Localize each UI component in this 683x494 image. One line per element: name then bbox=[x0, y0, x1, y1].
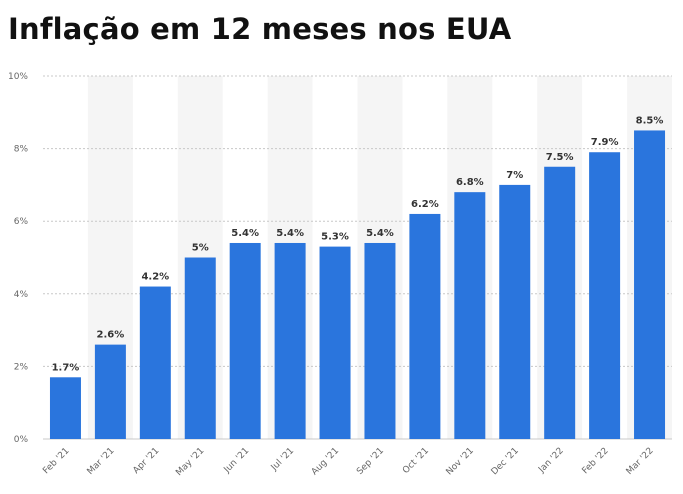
data-label: 5.4% bbox=[276, 228, 304, 239]
data-label: 2.6% bbox=[97, 330, 125, 341]
bar bbox=[229, 242, 261, 439]
data-label: 1.7% bbox=[52, 362, 80, 373]
y-tick-label: 0% bbox=[14, 435, 29, 445]
x-tick-label: Jul '21 bbox=[269, 446, 296, 473]
data-labels: 1.7% 2.6% 4.2% 5% 5.4% 5.4% 5.3% 5.4% 6.2% 6.8% 7%… bbox=[52, 115, 664, 373]
data-label: 7.9% bbox=[591, 137, 619, 148]
data-label: 7% bbox=[506, 170, 523, 181]
x-tick-label: Nov '21 bbox=[445, 446, 476, 477]
data-label: 5.3% bbox=[321, 232, 349, 243]
x-tick-label: May '21 bbox=[174, 446, 206, 478]
data-label: 4.2% bbox=[141, 272, 169, 283]
bar bbox=[319, 246, 351, 439]
x-tick-label: Sep '21 bbox=[355, 446, 386, 477]
chart-title: Inflação em 12 meses nos EUA bbox=[8, 12, 512, 46]
bar bbox=[634, 130, 666, 439]
bar bbox=[544, 166, 576, 439]
y-tick-label: 4% bbox=[14, 290, 29, 300]
bar bbox=[499, 184, 531, 439]
bar bbox=[184, 257, 216, 439]
y-tick-label: 10% bbox=[8, 72, 28, 82]
bars bbox=[49, 130, 666, 440]
bar bbox=[94, 344, 126, 439]
x-tick-label: Jan '22 bbox=[536, 446, 565, 475]
y-axis-ticks: 0% 2% 4% 6% 8% 10% bbox=[8, 72, 28, 445]
data-label: 5.4% bbox=[231, 228, 259, 239]
x-tick-label: Apr '21 bbox=[131, 446, 161, 476]
x-tick-label: Jun '21 bbox=[222, 446, 252, 476]
x-axis-ticks: Feb '21 Mar '21 Apr '21 May '21 Jun '21 Jul '… bbox=[41, 446, 655, 478]
data-label: 8.5% bbox=[636, 115, 664, 126]
data-label: 5.4% bbox=[366, 228, 394, 239]
data-label: 6.2% bbox=[411, 199, 439, 210]
bar bbox=[409, 213, 441, 439]
data-label: 5% bbox=[192, 243, 209, 254]
data-label: 6.8% bbox=[456, 177, 484, 188]
bar bbox=[49, 377, 81, 439]
bar bbox=[274, 242, 306, 439]
bar bbox=[139, 286, 171, 439]
x-tick-label: Mar '22 bbox=[625, 446, 656, 477]
x-tick-label: Oct '21 bbox=[401, 446, 431, 476]
y-tick-label: 8% bbox=[14, 145, 29, 155]
x-tick-label: Feb '22 bbox=[581, 446, 611, 476]
bar bbox=[364, 242, 396, 439]
y-tick-label: 2% bbox=[14, 362, 29, 372]
x-tick-label: Mar '21 bbox=[86, 446, 117, 477]
bar bbox=[589, 152, 621, 440]
bar bbox=[454, 192, 486, 439]
y-tick-label: 6% bbox=[14, 217, 29, 227]
data-label: 7.5% bbox=[546, 152, 574, 163]
x-tick-label: Dec '21 bbox=[490, 446, 521, 477]
x-tick-label: Feb '21 bbox=[41, 446, 71, 476]
x-tick-label: Aug '21 bbox=[310, 446, 341, 477]
